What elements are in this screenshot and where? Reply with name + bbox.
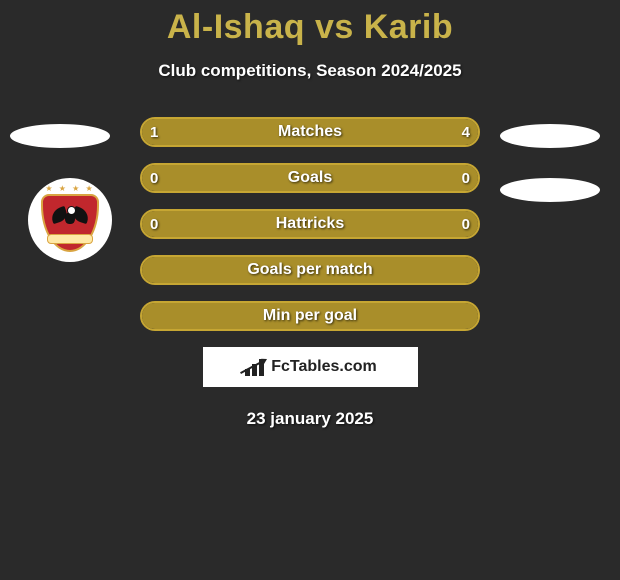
watermark-text: FcTables.com bbox=[271, 358, 377, 376]
stat-row: Hattricks0 0 bbox=[140, 209, 480, 239]
comparison-card: Al-Ishaq vs Karib Club competitions, Sea… bbox=[0, 0, 620, 580]
page-title: Al-Ishaq vs Karib bbox=[0, 0, 620, 47]
stat-row: Goals0 0 bbox=[140, 163, 480, 193]
stat-label: Goals bbox=[140, 163, 480, 193]
stat-row: Matches1 4 bbox=[140, 117, 480, 147]
stat-label: Goals per match bbox=[140, 255, 480, 285]
stat-label: Matches bbox=[140, 117, 480, 147]
stat-row: Min per goal bbox=[140, 301, 480, 331]
stat-value-left: 1 bbox=[150, 117, 158, 147]
date-text: 23 january 2025 bbox=[0, 409, 620, 429]
stat-value-right: 4 bbox=[462, 117, 470, 147]
barchart-icon bbox=[243, 358, 267, 376]
stat-value-left: 0 bbox=[150, 163, 158, 193]
stat-value-left: 0 bbox=[150, 209, 158, 239]
stats-block: Matches14Goals00Hattricks00Goals per mat… bbox=[0, 117, 620, 331]
watermark-box: FcTables.com bbox=[203, 347, 418, 387]
stat-value-right: 0 bbox=[462, 163, 470, 193]
stat-row: Goals per match bbox=[140, 255, 480, 285]
stat-label: Min per goal bbox=[140, 301, 480, 331]
stat-value-right: 0 bbox=[462, 209, 470, 239]
page-subtitle: Club competitions, Season 2024/2025 bbox=[0, 61, 620, 81]
stat-label: Hattricks bbox=[140, 209, 480, 239]
